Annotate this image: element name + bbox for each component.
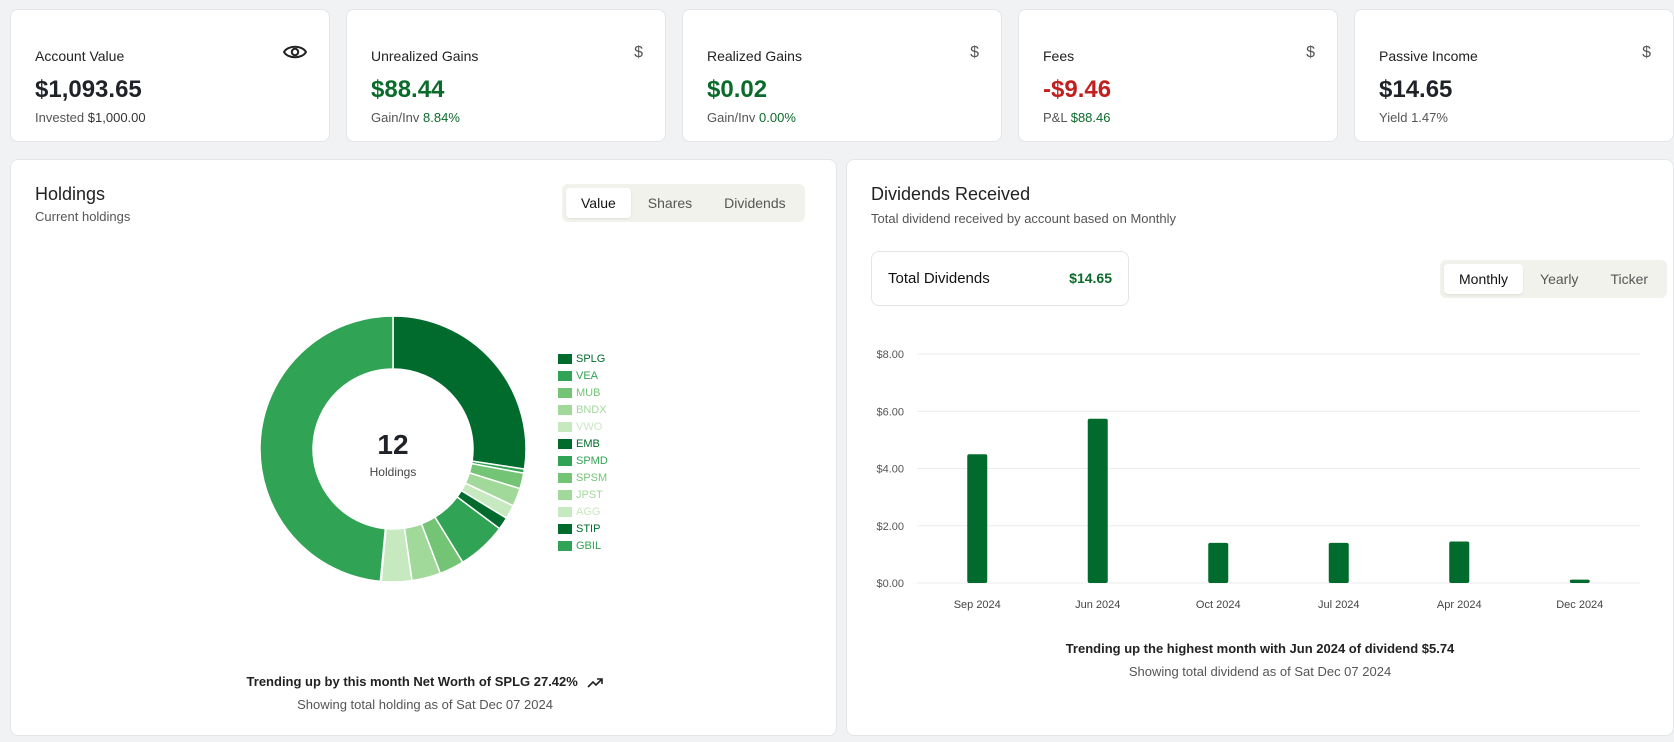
dividends-title: Dividends Received <box>871 184 1031 204</box>
stat-sub: Yield 1.47% <box>1379 110 1448 125</box>
dividends-subtitle: Total dividend received by account based… <box>871 211 1176 226</box>
total-dividends-box: Total Dividends $14.65 <box>871 251 1129 306</box>
legend-item-spsm[interactable]: SPSM <box>558 469 608 486</box>
legend-swatch <box>558 370 572 381</box>
stat-sub-value: 0.00% <box>759 110 796 125</box>
legend-label: BNDX <box>576 403 607 416</box>
legend-swatch <box>558 506 572 517</box>
stat-label: Account Value <box>35 48 125 64</box>
stat-card: Realized Gains $ $0.02 Gain/Inv 0.00% <box>682 9 1002 142</box>
holdings-count-label: Holdings <box>369 465 417 479</box>
legend-label: JPST <box>576 488 603 501</box>
legend-swatch <box>558 387 572 398</box>
legend-swatch <box>558 489 572 500</box>
legend-label: GBIL <box>576 539 602 552</box>
dollar-icon: $ <box>1306 44 1315 61</box>
eye-icon[interactable] <box>282 44 308 65</box>
stat-value: $0.02 <box>707 76 768 103</box>
legend-swatch <box>558 438 572 449</box>
legend-item-bndx[interactable]: BNDX <box>558 401 608 418</box>
stat-card: Fees $ -$9.46 P&L $88.46 <box>1018 9 1338 142</box>
dividends-trend-text: Trending up the highest month with Jun 2… <box>1065 641 1455 656</box>
stat-value: -$9.46 <box>1043 76 1112 103</box>
legend-swatch <box>558 455 572 466</box>
stat-sub-label: Invested <box>35 110 85 125</box>
stat-sub-label: Gain/Inv <box>371 110 420 125</box>
tab-dividends[interactable]: Dividends <box>724 195 786 211</box>
dividends-asof: Showing total dividend as of Sat Dec 07 … <box>1128 664 1392 679</box>
legend-item-spmd[interactable]: SPMD <box>558 452 608 469</box>
dollar-icon: $ <box>970 44 979 61</box>
stat-label: Passive Income <box>1379 48 1478 64</box>
legend-swatch <box>558 404 572 415</box>
legend-swatch <box>558 421 572 432</box>
stat-sub: P&L $88.46 <box>1043 110 1110 125</box>
stat-sub-value: $1,000.00 <box>87 110 146 125</box>
holdings-footer: Trending up by this month Net Worth of S… <box>190 674 660 712</box>
legend-label: SPLG <box>576 352 606 365</box>
legend-label: SPSM <box>576 471 608 484</box>
legend-item-agg[interactable]: AGG <box>558 503 608 520</box>
holdings-count: 12 <box>377 429 409 460</box>
holdings-tabs: Value Shares Dividends <box>562 184 805 222</box>
legend-item-emb[interactable]: EMB <box>558 435 608 452</box>
total-dividends-label: Total Dividends <box>888 270 990 287</box>
legend-item-stip[interactable]: STIP <box>558 520 608 537</box>
legend-swatch <box>558 472 572 483</box>
legend-label: EMB <box>576 437 600 450</box>
legend-label: STIP <box>576 522 601 535</box>
tab-shares[interactable]: Shares <box>647 195 693 211</box>
legend-item-gbil[interactable]: GBIL <box>558 537 608 554</box>
legend-item-splg[interactable]: SPLG <box>558 350 608 367</box>
legend-label: VEA <box>576 369 599 382</box>
stat-card: Unrealized Gains $ $88.44 Gain/Inv 8.84% <box>346 9 666 142</box>
dollar-icon: $ <box>634 44 643 61</box>
stat-card: Account Value $1,093.65 Invested $1,000.00 <box>10 9 330 142</box>
stat-sub: Gain/Inv 0.00% <box>707 110 796 125</box>
stat-label: Realized Gains <box>707 48 802 64</box>
stat-sub-label: Gain/Inv <box>707 110 756 125</box>
holdings-trend-text: Trending up by this month Net Worth of S… <box>246 674 578 689</box>
legend-item-jpst[interactable]: JPST <box>558 486 608 503</box>
tab-monthly[interactable]: Monthly <box>1444 264 1524 294</box>
legend-swatch <box>558 353 572 364</box>
dividends-panel <box>846 159 1674 736</box>
legend-swatch <box>558 523 572 534</box>
tab-value[interactable]: Value <box>566 188 631 218</box>
stat-sub-label: Yield <box>1379 110 1408 125</box>
stat-sub: Invested $1,000.00 <box>35 110 146 125</box>
stat-label: Fees <box>1043 48 1075 64</box>
stat-sub-label: P&L <box>1043 110 1068 125</box>
stat-sub: Gain/Inv 8.84% <box>371 110 460 125</box>
legend-swatch <box>558 540 572 551</box>
legend-item-vwo[interactable]: VWO <box>558 418 608 435</box>
total-dividends-value: $14.65 <box>1069 270 1112 286</box>
dividends-footer: Trending up the highest month with Jun 2… <box>1010 641 1510 679</box>
stat-value: $14.65 <box>1379 76 1453 103</box>
holdings-asof: Showing total holding as of Sat Dec 07 2… <box>297 697 553 712</box>
legend-item-mub[interactable]: MUB <box>558 384 608 401</box>
legend-label: VWO <box>576 420 603 433</box>
stat-value: $88.44 <box>371 76 445 103</box>
legend-item-vea[interactable]: VEA <box>558 367 608 384</box>
stat-sub-value: $88.46 <box>1070 110 1111 125</box>
legend-label: AGG <box>576 505 601 518</box>
stat-label: Unrealized Gains <box>371 48 479 64</box>
stat-value: $1,093.65 <box>35 76 142 103</box>
stat-sub-value: 8.84% <box>423 110 460 125</box>
tab-yearly[interactable]: Yearly <box>1540 271 1579 287</box>
dollar-icon: $ <box>1642 44 1651 61</box>
holdings-legend: SPLG VEA MUB BNDX VWO EMB SPMD SPSM JPST AGG STIP G… <box>558 350 608 554</box>
holdings-title: Holdings <box>35 184 106 204</box>
stat-sub-value: 1.47% <box>1411 110 1448 125</box>
legend-label: SPMD <box>576 454 608 467</box>
tab-ticker[interactable]: Ticker <box>1610 271 1649 287</box>
legend-label: MUB <box>576 386 601 399</box>
stat-card: Passive Income $ $14.65 Yield 1.47% <box>1354 9 1674 142</box>
holdings-subtitle: Current holdings <box>35 209 131 224</box>
trending-up-icon <box>587 677 604 688</box>
dividends-tabs: Monthly Yearly Ticker <box>1440 260 1668 298</box>
